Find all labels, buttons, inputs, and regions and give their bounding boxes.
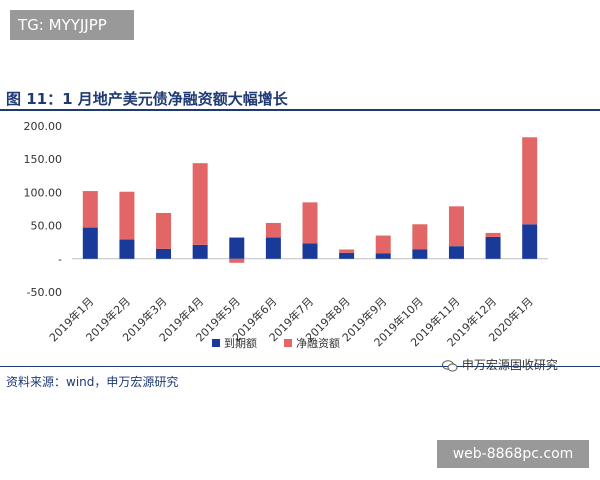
- bar-maturity: [82, 227, 98, 259]
- source-note: 资料来源：wind，申万宏源研究: [6, 375, 179, 389]
- stacked-bar-chart: 200.00150.00100.0050.00--50.002019年1月201…: [24, 120, 548, 350]
- y-tick-label: 100.00: [24, 186, 63, 199]
- bar-maturity: [485, 236, 501, 259]
- legend-label-net-financing: 净融资额: [296, 336, 340, 350]
- bar-net-financing: [448, 206, 464, 247]
- legend-swatch-maturity: [212, 339, 220, 347]
- bar-maturity: [302, 243, 318, 259]
- title-divider: [0, 109, 600, 111]
- bar-maturity: [412, 249, 428, 259]
- bar-net-financing: [522, 137, 538, 225]
- site-badge: web-8868pc.com: [437, 440, 589, 468]
- bar-net-financing: [265, 222, 281, 238]
- figure-title: 图 11：1 月地产美元债净融资额大幅增长: [6, 90, 288, 108]
- tg-badge: TG: MYYJJPP: [10, 10, 134, 40]
- bar-maturity: [448, 246, 464, 259]
- y-tick-label: -: [58, 253, 62, 266]
- y-tick-label: -50.00: [27, 286, 62, 299]
- bar-net-financing: [156, 212, 172, 249]
- bar-maturity: [156, 248, 172, 259]
- bar-net-financing: [412, 224, 428, 250]
- watermark-text: 申万宏源固收研究: [461, 358, 558, 372]
- bar-maturity: [265, 237, 281, 259]
- bar-maturity: [229, 237, 245, 259]
- tg-label: TG: MYYJJPP: [18, 16, 107, 34]
- bar-net-financing: [192, 163, 208, 245]
- y-tick-label: 150.00: [24, 153, 63, 166]
- bar-maturity: [339, 252, 355, 259]
- y-tick-label: 50.00: [31, 220, 63, 233]
- bar-maturity: [192, 244, 208, 259]
- bar-net-financing: [375, 235, 391, 254]
- legend-label-maturity: 到期额: [224, 337, 257, 350]
- y-tick-label: 200.00: [24, 120, 63, 133]
- bar-net-financing: [82, 191, 98, 228]
- bar-maturity: [522, 224, 538, 259]
- bar-net-financing: [485, 232, 501, 237]
- bar-net-financing: [302, 202, 318, 244]
- wechat-icon: [442, 359, 458, 371]
- bar-net-financing: [339, 249, 355, 253]
- watermark: 申万宏源固收研究: [442, 356, 558, 373]
- bar-net-financing: [119, 191, 135, 240]
- legend-swatch-net-financing: [284, 339, 292, 347]
- bar-maturity: [375, 253, 391, 259]
- bottom-divider: [0, 366, 600, 367]
- bar-net-financing: [229, 258, 245, 263]
- bar-maturity: [119, 239, 135, 259]
